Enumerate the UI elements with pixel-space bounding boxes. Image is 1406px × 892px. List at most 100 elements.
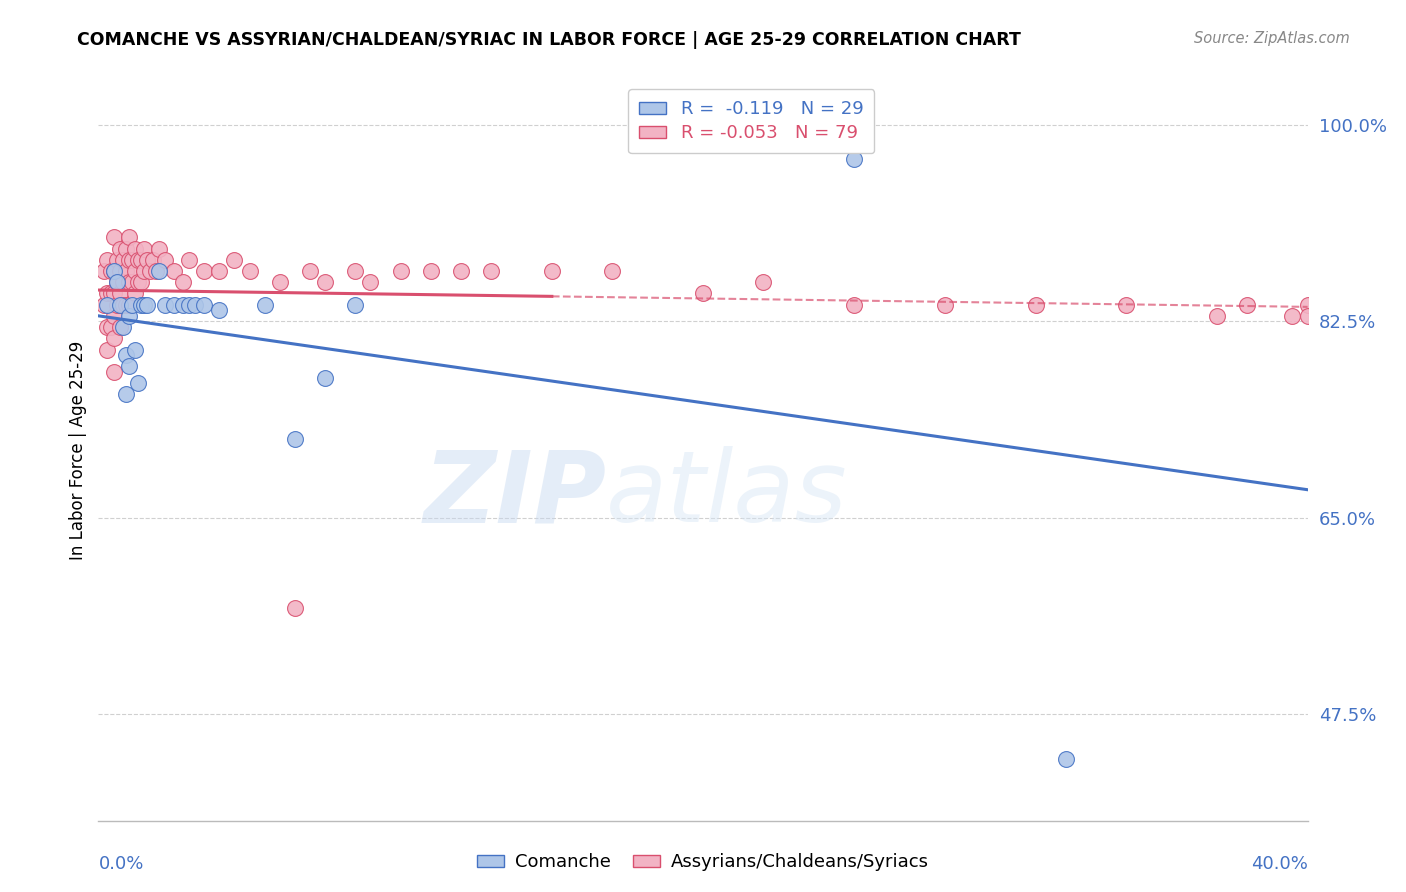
Point: [121, 298, 143, 312]
Point: [752, 275, 775, 289]
Point: [360, 275, 382, 289]
Point: [692, 286, 714, 301]
Point: [179, 298, 201, 312]
Point: [172, 298, 194, 312]
Point: [108, 286, 131, 301]
Point: [1054, 752, 1077, 766]
Point: [284, 600, 307, 615]
Text: 0.0%: 0.0%: [98, 855, 143, 873]
Point: [314, 370, 336, 384]
Point: [163, 298, 186, 312]
Point: [114, 298, 136, 312]
Point: [96, 286, 118, 301]
Point: [96, 298, 118, 312]
Point: [93, 264, 115, 278]
Point: [118, 359, 141, 374]
Point: [129, 275, 152, 289]
Point: [111, 298, 134, 312]
Point: [118, 309, 141, 323]
Point: [96, 343, 118, 357]
Point: [135, 252, 157, 267]
Y-axis label: In Labor Force | Age 25-29: In Labor Force | Age 25-29: [69, 341, 87, 560]
Point: [108, 264, 131, 278]
Point: [481, 264, 503, 278]
Point: [135, 298, 157, 312]
Legend: R =  -0.119   N = 29, R = -0.053   N = 79: R = -0.119 N = 29, R = -0.053 N = 79: [628, 89, 875, 153]
Point: [844, 152, 866, 166]
Point: [1236, 298, 1258, 312]
Point: [184, 298, 207, 312]
Point: [132, 264, 155, 278]
Point: [179, 252, 201, 267]
Point: [100, 320, 122, 334]
Point: [153, 252, 176, 267]
Point: [118, 298, 141, 312]
Point: [114, 242, 136, 256]
Point: [148, 242, 170, 256]
Text: Source: ZipAtlas.com: Source: ZipAtlas.com: [1194, 31, 1350, 46]
Point: [124, 264, 146, 278]
Point: [111, 252, 134, 267]
Point: [127, 252, 149, 267]
Point: [114, 264, 136, 278]
Point: [142, 252, 165, 267]
Point: [344, 298, 367, 312]
Point: [108, 242, 131, 256]
Point: [1296, 309, 1319, 323]
Point: [163, 264, 186, 278]
Point: [208, 264, 231, 278]
Point: [239, 264, 262, 278]
Text: atlas: atlas: [606, 446, 848, 543]
Point: [129, 298, 152, 312]
Point: [1296, 298, 1319, 312]
Point: [108, 298, 131, 312]
Point: [96, 320, 118, 334]
Point: [420, 264, 443, 278]
Point: [132, 298, 155, 312]
Point: [103, 309, 125, 323]
Point: [602, 264, 624, 278]
Point: [148, 264, 170, 278]
Point: [344, 264, 367, 278]
Text: ZIP: ZIP: [423, 446, 606, 543]
Point: [129, 252, 152, 267]
Point: [100, 264, 122, 278]
Point: [103, 264, 125, 278]
Point: [96, 252, 118, 267]
Point: [100, 286, 122, 301]
Point: [934, 298, 956, 312]
Point: [93, 298, 115, 312]
Text: 40.0%: 40.0%: [1251, 855, 1308, 873]
Point: [121, 252, 143, 267]
Point: [193, 298, 215, 312]
Point: [121, 275, 143, 289]
Point: [145, 264, 167, 278]
Point: [127, 376, 149, 391]
Point: [103, 331, 125, 345]
Point: [450, 264, 472, 278]
Point: [253, 298, 276, 312]
Point: [208, 303, 231, 318]
Point: [103, 365, 125, 379]
Point: [1281, 309, 1303, 323]
Point: [111, 320, 134, 334]
Point: [193, 264, 215, 278]
Point: [269, 275, 291, 289]
Point: [118, 230, 141, 244]
Point: [139, 264, 162, 278]
Point: [389, 264, 412, 278]
Point: [118, 252, 141, 267]
Point: [108, 320, 131, 334]
Point: [127, 275, 149, 289]
Point: [124, 343, 146, 357]
Point: [540, 264, 562, 278]
Point: [284, 432, 307, 446]
Point: [1206, 309, 1229, 323]
Point: [1115, 298, 1137, 312]
Point: [114, 387, 136, 401]
Point: [153, 298, 176, 312]
Point: [844, 298, 866, 312]
Text: COMANCHE VS ASSYRIAN/CHALDEAN/SYRIAC IN LABOR FORCE | AGE 25-29 CORRELATION CHAR: COMANCHE VS ASSYRIAN/CHALDEAN/SYRIAC IN …: [77, 31, 1021, 49]
Point: [224, 252, 246, 267]
Legend: Comanche, Assyrians/Chaldeans/Syriacs: Comanche, Assyrians/Chaldeans/Syriacs: [470, 847, 936, 879]
